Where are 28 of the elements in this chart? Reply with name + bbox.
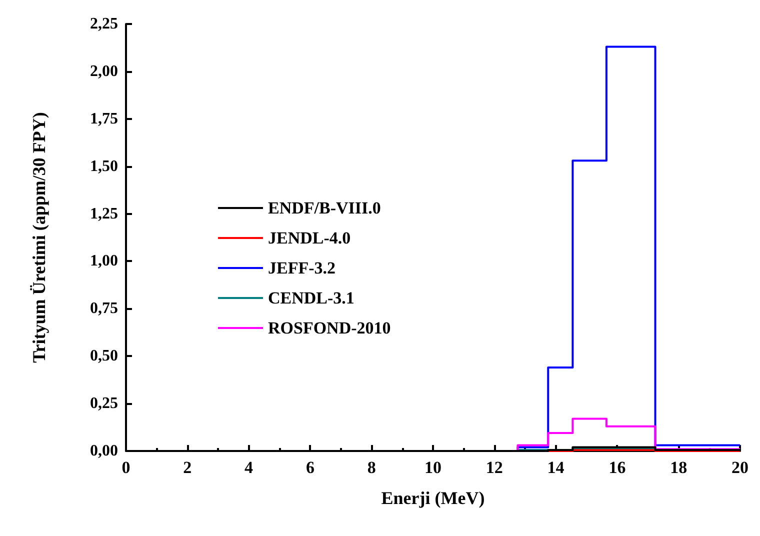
legend-label: ENDF/B-VIII.0 bbox=[268, 198, 381, 218]
legend-label: JENDL-4.0 bbox=[268, 228, 351, 248]
x-tick-label: 16 bbox=[608, 458, 626, 477]
legend-label: JEFF-3.2 bbox=[268, 258, 336, 278]
y-tick-label: 0,25 bbox=[90, 395, 118, 412]
y-tick-label: 1,00 bbox=[90, 252, 118, 270]
y-tick-label: 1,50 bbox=[90, 158, 118, 175]
y-axis-title: Trityum Üretimi (appm/30 FPY) bbox=[29, 112, 49, 363]
y-tick-label: 2,25 bbox=[90, 16, 118, 32]
x-tick-label: 2 bbox=[183, 458, 192, 477]
x-tick-label: 14 bbox=[547, 458, 565, 477]
legend-label: ROSFOND-2010 bbox=[268, 318, 391, 338]
y-tick-label: 1,25 bbox=[90, 205, 118, 222]
y-tick-label: 1,75 bbox=[90, 110, 118, 128]
x-tick-label: 18 bbox=[670, 458, 688, 477]
y-tick-label: 2,00 bbox=[90, 62, 118, 80]
y-tick-label: 0,00 bbox=[90, 442, 118, 460]
x-tick-label: 20 bbox=[732, 458, 748, 477]
x-tick-label: 6 bbox=[306, 458, 314, 477]
x-tick-label: 10 bbox=[424, 458, 442, 477]
x-tick-label: 8 bbox=[367, 458, 376, 477]
x-tick-label: 4 bbox=[244, 458, 254, 477]
legend-label: CENDL-3.1 bbox=[268, 288, 354, 308]
x-axis-title: Enerji (MeV) bbox=[381, 488, 485, 508]
x-tick-label: 12 bbox=[486, 458, 503, 477]
y-tick-label: 0,75 bbox=[90, 300, 118, 318]
x-tick-label: 0 bbox=[122, 458, 130, 477]
y-tick-label: 0,50 bbox=[90, 348, 118, 365]
